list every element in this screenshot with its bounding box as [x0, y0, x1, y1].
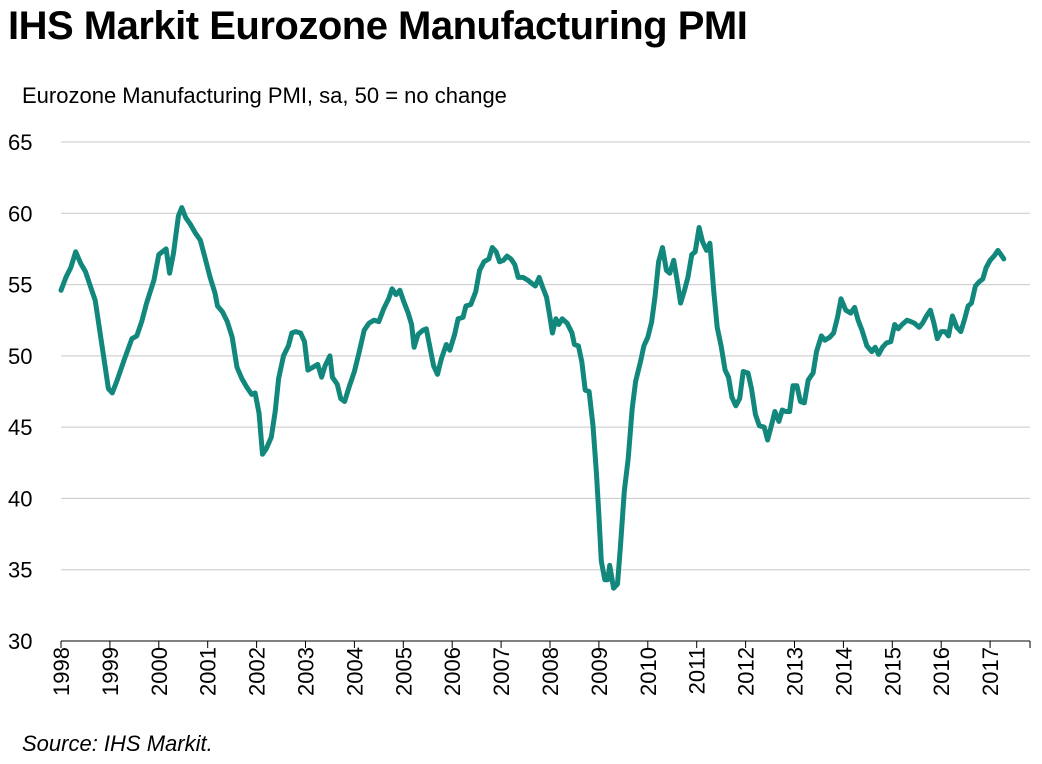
- x-tick-label: 2005: [391, 647, 416, 696]
- x-tick-label: 2012: [734, 647, 759, 696]
- chart-title: IHS Markit Eurozone Manufacturing PMI: [8, 4, 748, 48]
- x-tick-label: 2011: [685, 647, 710, 694]
- x-tick-label: 2016: [929, 647, 954, 696]
- x-axis: 1998 1999 2000 2001 2002 2003 2004 2005 2006 2007…: [49, 640, 1031, 696]
- y-tick-label: 30: [8, 629, 32, 654]
- x-tick-label: 2013: [783, 647, 808, 696]
- x-tick-label: 2007: [489, 647, 514, 696]
- x-tick-label: 2006: [440, 647, 465, 696]
- source-note: Source: IHS Markit.: [22, 731, 213, 756]
- y-axis: 30 35 40 45 50 55 60 65: [8, 130, 32, 654]
- x-tick-label: 2004: [342, 647, 367, 696]
- y-tick-label: 65: [8, 130, 32, 155]
- x-tick-label: 2000: [147, 647, 172, 696]
- series-line-pmi: [58, 205, 1007, 591]
- x-tick-label: 2001: [196, 647, 221, 696]
- x-tick-label: 2009: [587, 647, 612, 696]
- chart-subtitle: Eurozone Manufacturing PMI, sa, 50 = no …: [22, 83, 507, 108]
- x-tick-label: 2010: [636, 647, 661, 696]
- y-tick-label: 40: [8, 486, 32, 511]
- series-lines: [58, 205, 1007, 591]
- y-tick-label: 50: [8, 344, 32, 369]
- gridlines: [61, 141, 1030, 571]
- y-tick-label: 60: [8, 201, 32, 226]
- x-tick-label: 1998: [49, 647, 74, 696]
- y-tick-label: 55: [8, 273, 32, 298]
- x-tick-label: 2008: [538, 647, 563, 696]
- x-tick-label: 2015: [880, 647, 905, 696]
- x-tick-label: 2014: [831, 647, 856, 696]
- x-tick-label: 2002: [245, 647, 270, 696]
- y-tick-label: 35: [8, 558, 32, 583]
- x-tick-label: 2017: [978, 647, 1003, 696]
- x-tick-label: 1999: [98, 647, 123, 696]
- x-tick-label: 2003: [294, 647, 319, 696]
- y-tick-label: 45: [8, 415, 32, 440]
